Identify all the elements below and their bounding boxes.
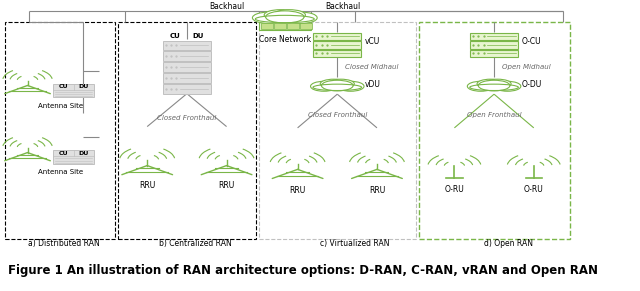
Text: CU: CU [58, 84, 68, 89]
Ellipse shape [310, 81, 337, 91]
FancyBboxPatch shape [261, 23, 273, 29]
Text: Antenna Site: Antenna Site [38, 102, 83, 109]
Ellipse shape [467, 81, 494, 91]
Text: DU: DU [79, 151, 89, 156]
FancyBboxPatch shape [470, 49, 518, 57]
Text: Open Fronthaul: Open Fronthaul [467, 112, 522, 118]
Ellipse shape [337, 81, 364, 91]
FancyBboxPatch shape [163, 84, 211, 94]
FancyBboxPatch shape [163, 62, 211, 72]
Ellipse shape [470, 84, 518, 91]
FancyBboxPatch shape [163, 73, 211, 83]
Ellipse shape [478, 80, 510, 91]
Text: Figure 1 An illustration of RAN architecture options: D-RAN, C-RAN, vRAN and Ope: Figure 1 An illustration of RAN architec… [8, 264, 598, 277]
Text: CU: CU [58, 151, 68, 156]
Text: RRU: RRU [289, 186, 306, 195]
Text: RRU: RRU [369, 186, 385, 195]
FancyBboxPatch shape [470, 41, 518, 49]
FancyBboxPatch shape [259, 22, 311, 30]
FancyBboxPatch shape [53, 84, 95, 97]
Text: Backhaul: Backhaul [209, 2, 245, 11]
Ellipse shape [321, 80, 353, 91]
FancyBboxPatch shape [314, 49, 361, 57]
Ellipse shape [266, 11, 304, 23]
Ellipse shape [328, 79, 355, 88]
Text: d) Open RAN: d) Open RAN [484, 239, 533, 248]
Text: Backhaul: Backhaul [324, 2, 360, 11]
Text: a) Distributed RAN: a) Distributed RAN [28, 239, 100, 248]
FancyBboxPatch shape [314, 33, 361, 40]
Text: DU: DU [193, 33, 204, 39]
Text: RRU: RRU [139, 181, 156, 190]
Text: DU: DU [79, 84, 89, 89]
Ellipse shape [313, 84, 362, 91]
FancyBboxPatch shape [314, 41, 361, 49]
Ellipse shape [252, 12, 285, 24]
Text: RRU: RRU [218, 181, 235, 190]
FancyBboxPatch shape [287, 23, 299, 29]
FancyBboxPatch shape [274, 23, 285, 29]
Text: O-CU: O-CU [522, 37, 541, 46]
Ellipse shape [477, 79, 504, 88]
FancyBboxPatch shape [470, 33, 518, 40]
Ellipse shape [264, 10, 296, 20]
FancyBboxPatch shape [163, 40, 211, 50]
Text: c) Virtualized RAN: c) Virtualized RAN [321, 239, 390, 248]
FancyBboxPatch shape [53, 150, 95, 164]
Text: O-DU: O-DU [522, 80, 542, 89]
Text: vCU: vCU [365, 37, 380, 46]
Text: Core Network: Core Network [259, 36, 311, 45]
Ellipse shape [494, 81, 521, 91]
Text: Antenna Site: Antenna Site [38, 169, 83, 175]
Text: b) Centralized RAN: b) Centralized RAN [159, 239, 232, 248]
Text: vDU: vDU [365, 80, 381, 89]
Text: Open Midhaul: Open Midhaul [502, 64, 550, 70]
FancyBboxPatch shape [300, 23, 312, 29]
Ellipse shape [273, 10, 305, 20]
Text: Closed Fronthaul: Closed Fronthaul [157, 115, 216, 121]
Text: CU: CU [170, 33, 180, 39]
Ellipse shape [484, 79, 511, 88]
Ellipse shape [255, 15, 314, 23]
Text: O-RU: O-RU [524, 185, 543, 194]
FancyBboxPatch shape [163, 52, 211, 61]
Ellipse shape [320, 79, 347, 88]
Text: Closed Midhaul: Closed Midhaul [345, 64, 399, 70]
Text: Closed Fronthaul: Closed Fronthaul [308, 112, 367, 118]
Ellipse shape [285, 12, 317, 24]
Text: O-RU: O-RU [445, 185, 464, 194]
